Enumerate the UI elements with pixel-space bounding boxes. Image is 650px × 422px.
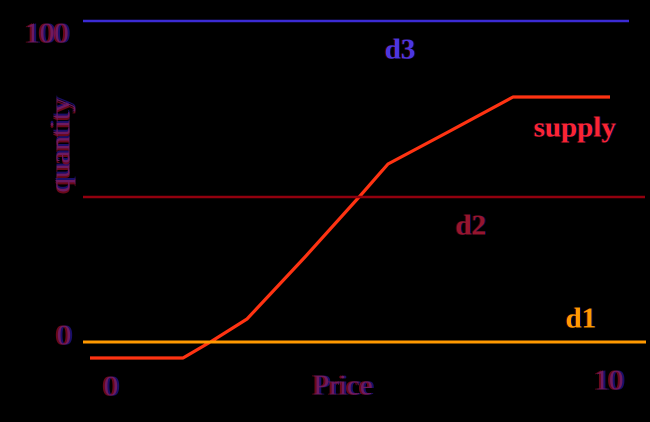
supply-curve — [90, 95, 610, 360]
series-label-d1: d1 — [565, 302, 597, 335]
x-axis-title: Price — [313, 369, 373, 402]
x-axis-tick-0: 0 — [103, 370, 119, 403]
y-axis-title: quantity — [44, 97, 77, 193]
x-axis-tick-10: 10 — [594, 364, 624, 397]
y-axis-tick-0: 0 — [56, 319, 72, 352]
y-axis-tick-100: 100 — [25, 17, 69, 50]
series-label-supply: supply — [533, 111, 617, 144]
series-label-d3: d3 — [384, 33, 416, 66]
series-label-d2: d2 — [455, 209, 487, 242]
